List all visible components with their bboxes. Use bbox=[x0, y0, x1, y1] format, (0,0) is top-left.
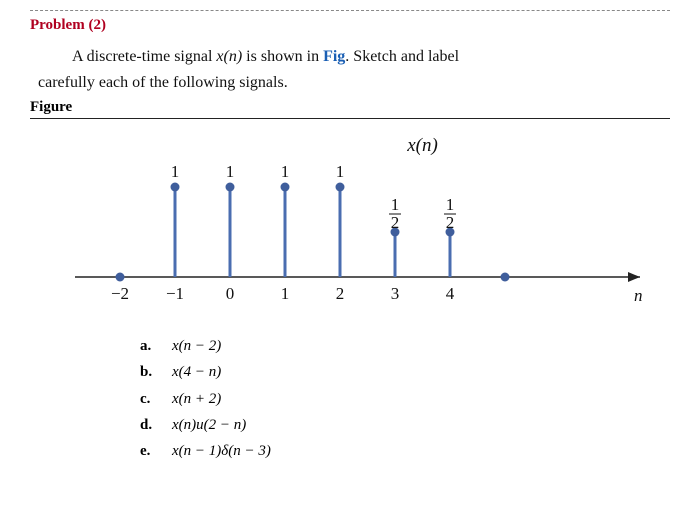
subpart-row: c. x(n + 2) bbox=[140, 388, 670, 411]
subpart-row: a. x(n − 2) bbox=[140, 335, 670, 358]
text: is shown in bbox=[242, 48, 323, 65]
fig-link: Fig bbox=[323, 48, 345, 65]
svg-text:1: 1 bbox=[391, 195, 400, 214]
problem-label: Problem (2) bbox=[30, 17, 670, 34]
subpart-row: d. x(n)u(2 − n) bbox=[140, 414, 670, 437]
subparts-list: a. x(n − 2) b. x(4 − n) c. x(n + 2) d. x(n)u(2 … bbox=[140, 335, 670, 463]
prompt-line-1: A discrete-time signal x(n) is shown in … bbox=[38, 44, 670, 70]
svg-text:n: n bbox=[634, 286, 643, 305]
top-dash-rule bbox=[30, 10, 670, 11]
subpart-expression: x(n)u(2 − n) bbox=[172, 414, 246, 437]
svg-text:−1: −1 bbox=[166, 284, 184, 303]
signal-xn: x(n) bbox=[216, 48, 242, 65]
svg-text:1: 1 bbox=[446, 195, 455, 214]
svg-text:−2: −2 bbox=[111, 284, 129, 303]
svg-text:0: 0 bbox=[226, 284, 235, 303]
text: A discrete-time signal bbox=[72, 48, 216, 65]
subpart-label: e. bbox=[140, 440, 158, 463]
subpart-expression: x(4 − n) bbox=[172, 361, 221, 384]
subpart-expression: x(n + 2) bbox=[172, 388, 221, 411]
subpart-row: e. x(n − 1)δ(n − 3) bbox=[140, 440, 670, 463]
svg-text:2: 2 bbox=[336, 284, 345, 303]
subpart-label: d. bbox=[140, 414, 158, 437]
subpart-row: b. x(4 − n) bbox=[140, 361, 670, 384]
svg-text:2: 2 bbox=[446, 213, 455, 232]
svg-text:3: 3 bbox=[391, 284, 400, 303]
figure-heading: Figure bbox=[30, 99, 670, 119]
svg-text:1: 1 bbox=[281, 162, 290, 181]
subpart-label: a. bbox=[140, 335, 158, 358]
svg-text:4: 4 bbox=[446, 284, 455, 303]
prompt-line-2: carefully each of the following signals. bbox=[38, 70, 670, 96]
subpart-label: b. bbox=[140, 361, 158, 384]
stem-plot-svg: 11111212−2−101234nx(n) bbox=[70, 127, 670, 327]
svg-text:1: 1 bbox=[281, 284, 290, 303]
subpart-expression: x(n − 2) bbox=[172, 335, 221, 358]
svg-text:1: 1 bbox=[336, 162, 345, 181]
svg-text:2: 2 bbox=[391, 213, 400, 232]
text: . Sketch and label bbox=[345, 48, 459, 65]
stem-plot: 11111212−2−101234nx(n) bbox=[70, 127, 670, 327]
svg-text:1: 1 bbox=[226, 162, 235, 181]
subpart-expression: x(n − 1)δ(n − 3) bbox=[172, 440, 271, 463]
svg-text:1: 1 bbox=[171, 162, 180, 181]
svg-text:x(n): x(n) bbox=[406, 135, 438, 156]
subpart-label: c. bbox=[140, 388, 158, 411]
